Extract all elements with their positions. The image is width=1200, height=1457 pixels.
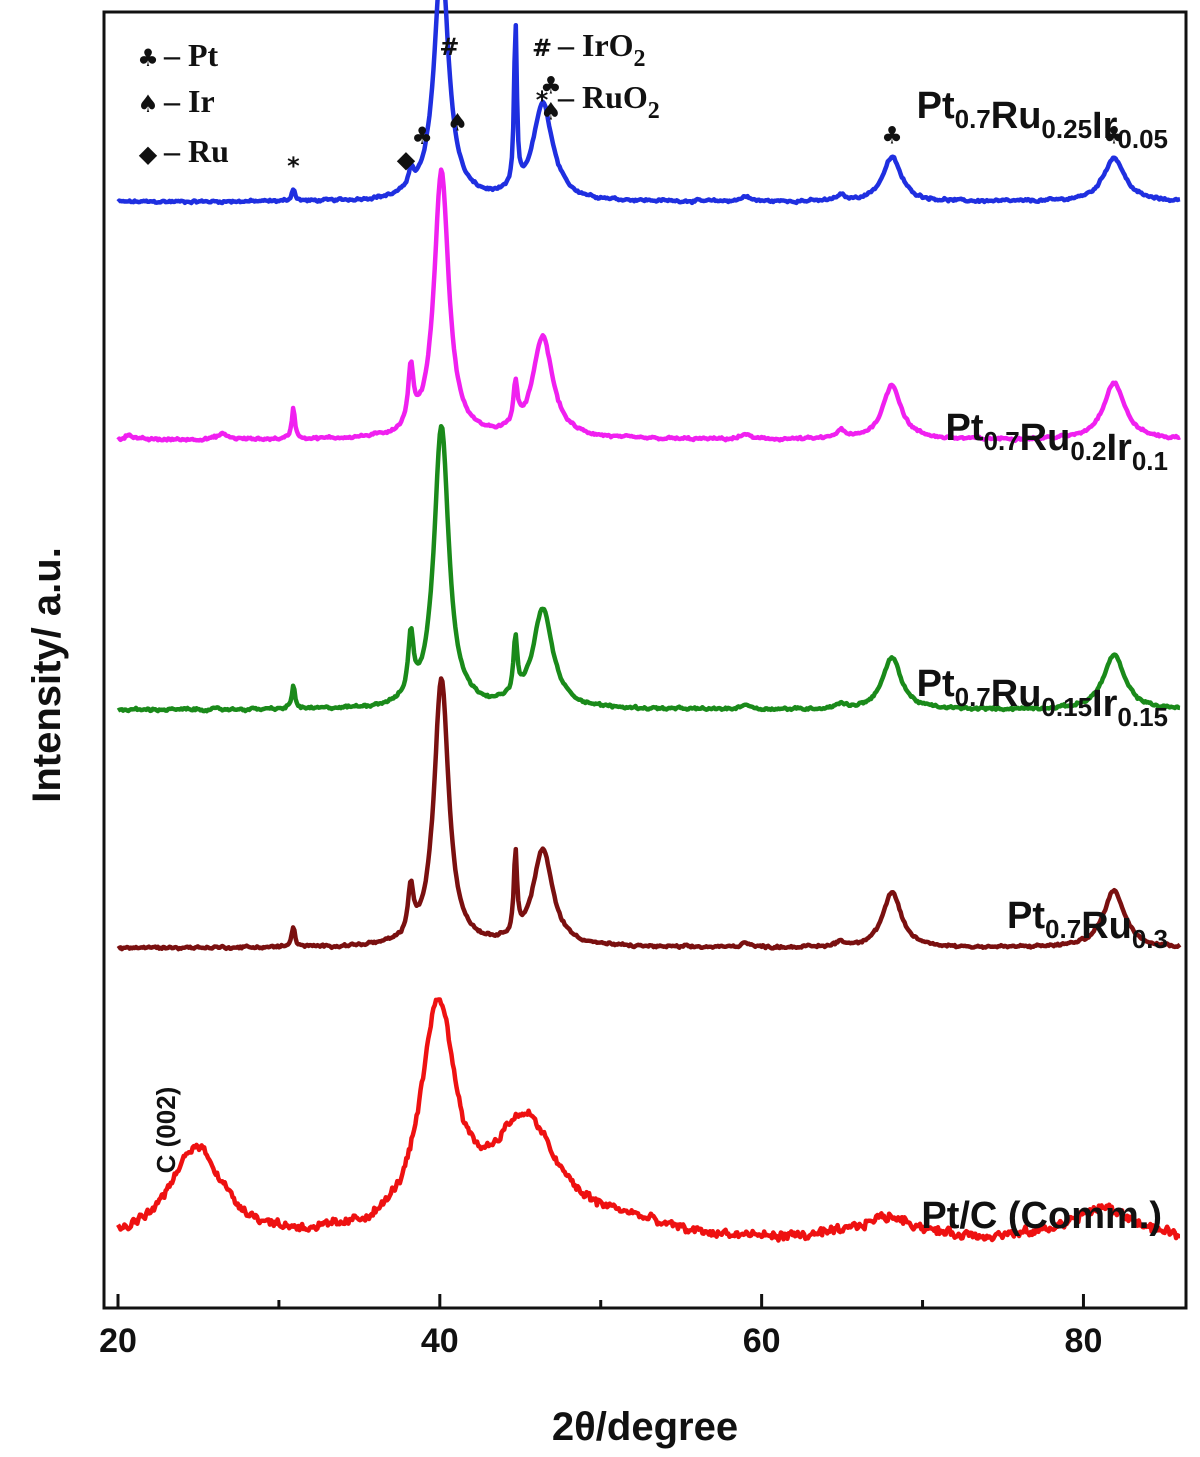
series-label: Pt0.7Ru0.25Ir0.05 [917,85,1168,154]
legend-symbol: * [536,86,549,114]
y-axis-label: Intensity/ a.u. [25,547,69,803]
series-label: Pt/C (Comm.) [921,1195,1162,1237]
series-label: Pt0.7Ru0.2Ir0.1 [946,407,1168,476]
phase-marker: ♠ [540,97,562,125]
phase-marker: ♣ [411,122,433,150]
legend-text: – RuO2 [557,79,660,124]
series-line [116,167,1181,443]
sample-labels: Pt0.7Ru0.25Ir0.05 Pt0.7Ru0.2Ir0.1 Pt0.7Ru0… [917,85,1168,1237]
phase-marker: ♣ [881,121,903,149]
phase-marker: ◆ [397,146,416,174]
series-line [116,0,1181,206]
phase-marker: ♠ [447,108,469,136]
x-tick-label: 40 [421,1322,459,1360]
phase-marker: * [287,152,300,180]
x-tick-label: 80 [1065,1322,1103,1360]
series-line [116,423,1181,714]
legend-text: – IrO2 [557,27,646,72]
series-layer [116,0,1182,1243]
legend-text: – Pt [163,37,219,73]
legend-symbol: ♣ [137,44,159,72]
legend-text: – Ru [163,133,229,169]
series-label: Pt0.7Ru0.3 [1007,895,1168,954]
phase-marker: ♣ [540,71,562,99]
legend-symbol: ◆ [139,140,158,168]
x-axis-ticks: 20 40 60 80 [99,1294,1102,1360]
phase-marker: * [509,0,522,11]
annotations: C (002) [151,1087,181,1174]
legend-symbol: ♠ [137,90,159,118]
x-tick-label: 60 [743,1322,781,1360]
series-line [116,997,1181,1243]
plot-frame [102,10,1188,1310]
phase-marker: ♣ [1103,122,1125,150]
annotation-label: C (002) [151,1087,181,1174]
x-axis-label: 2θ/degree [552,1405,738,1449]
legend: ♣ – Pt♠ – Ir◆ – Ru# – IrO2* – RuO2 [137,27,660,169]
x-tick-label: 20 [99,1322,137,1360]
phase-markers: *◆♣#♠*◆♠♣♣♣ [287,0,1125,180]
series-line [116,676,1182,952]
phase-marker: # [439,33,459,61]
series-label: Pt0.7Ru0.15Ir0.15 [917,663,1168,732]
legend-text: – Ir [163,83,215,119]
legend-symbol: # [532,34,552,62]
